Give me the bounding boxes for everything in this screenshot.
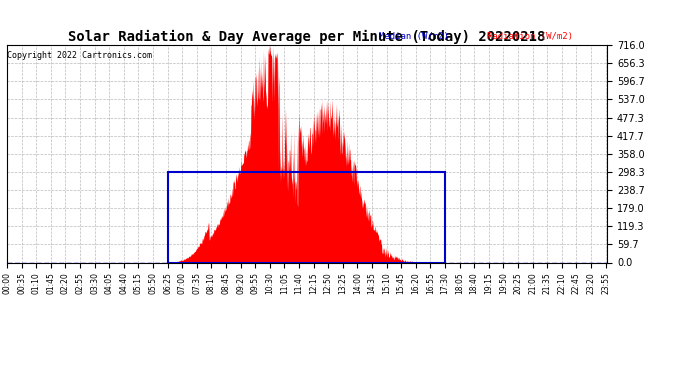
Text: Radiation (W/m2): Radiation (W/m2) <box>487 32 573 41</box>
Text: Copyright 2022 Cartronics.com: Copyright 2022 Cartronics.com <box>7 51 152 60</box>
Text: Median (W/m2): Median (W/m2) <box>379 32 449 41</box>
Bar <box>168 172 445 262</box>
Title: Solar Radiation & Day Average per Minute (Today) 20220218: Solar Radiation & Day Average per Minute… <box>68 30 546 44</box>
